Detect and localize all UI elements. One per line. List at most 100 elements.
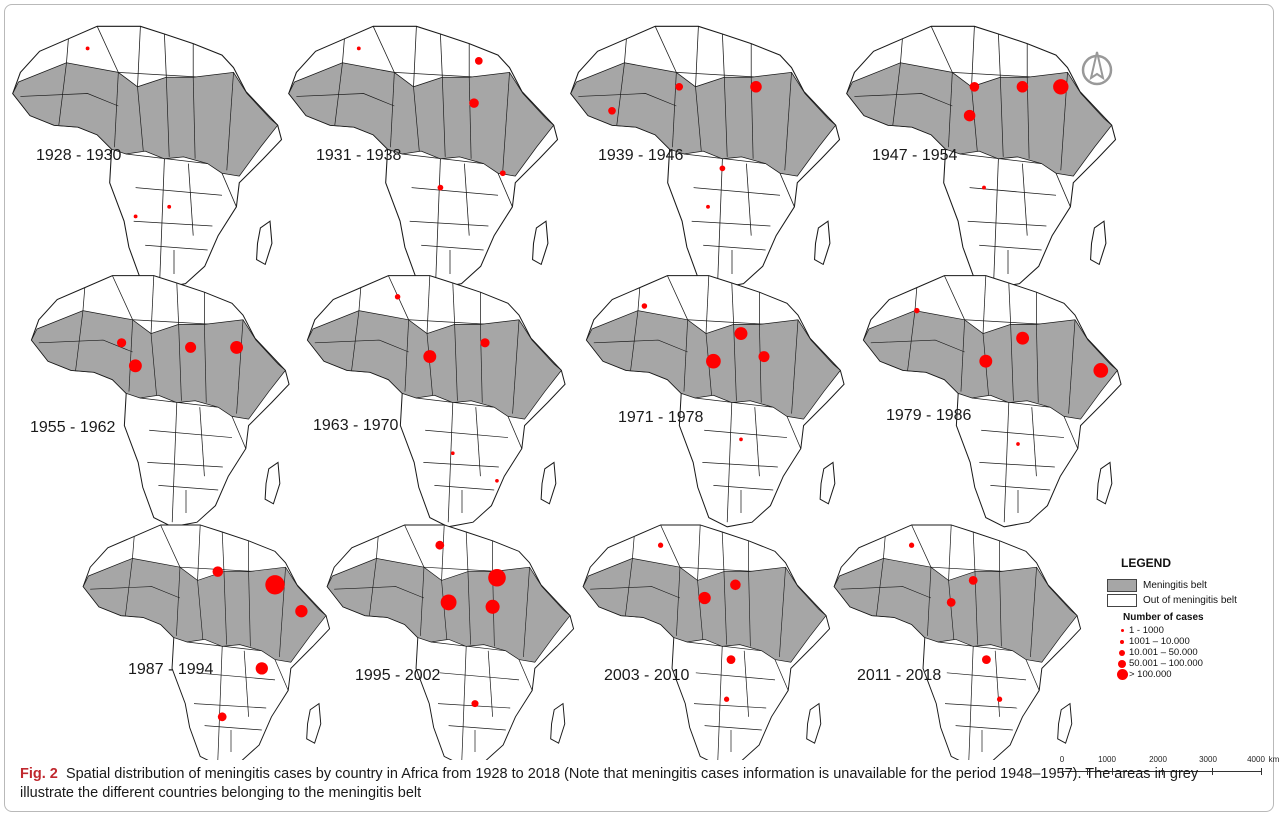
case-marker <box>641 303 648 309</box>
africa-map-panel <box>846 25 1117 289</box>
case-marker <box>394 294 401 300</box>
case-marker <box>212 566 224 577</box>
case-marker <box>423 350 437 364</box>
case-marker <box>1053 79 1069 95</box>
legend-class-5: > 100.000 <box>1115 669 1277 680</box>
case-marker <box>499 170 506 177</box>
panel-period-label: 2003 - 2010 <box>604 667 690 684</box>
scale-tick <box>1162 768 1163 775</box>
case-marker <box>706 353 721 369</box>
case-marker <box>480 338 490 348</box>
case-marker <box>750 81 762 93</box>
case-marker <box>719 165 726 172</box>
legend-class-1: 1 - 1000 <box>1115 625 1277 636</box>
case-marker <box>485 599 500 614</box>
africa-map-panel <box>12 25 283 289</box>
case-marker <box>356 46 361 51</box>
scale-tick-label: 2000 <box>1149 755 1167 764</box>
case-marker <box>698 591 711 605</box>
panel-period-label: 1939 - 1946 <box>598 147 684 164</box>
case-marker <box>217 712 227 722</box>
case-marker <box>167 204 172 209</box>
map-legend: LEGEND Meningitis belt Out of meningitis… <box>1107 556 1277 680</box>
case-dot-icon <box>1120 629 1124 632</box>
case-marker <box>1016 442 1020 446</box>
case-marker <box>295 605 308 618</box>
africa-map-panel <box>833 524 1082 760</box>
case-marker <box>914 307 920 314</box>
scale-tick <box>1087 768 1088 775</box>
panel-period-label: 1995 - 2002 <box>355 667 441 684</box>
panel-period-label: 1955 - 1962 <box>30 419 116 436</box>
case-marker <box>657 542 664 548</box>
panel-period-label: 1987 - 1994 <box>128 661 214 678</box>
legend-cases-title: Number of cases <box>1123 612 1204 623</box>
case-marker <box>726 655 736 664</box>
panel-period-label: 1979 - 1986 <box>886 407 972 424</box>
africa-map-panel <box>82 524 331 760</box>
class-label: 1001 – 10.000 <box>1129 636 1190 647</box>
case-marker <box>979 354 993 368</box>
scale-tick <box>1112 768 1113 775</box>
legend-title: LEGEND <box>1121 556 1172 570</box>
legend-class-4: 50.001 – 100.000 <box>1115 658 1277 669</box>
north-arrow-icon <box>1081 51 1113 86</box>
case-marker <box>1016 331 1030 345</box>
case-marker <box>469 98 479 108</box>
scale-tick-label: 4000 <box>1247 755 1265 764</box>
case-marker <box>734 327 748 341</box>
scale-unit: km <box>1268 755 1280 764</box>
caption-text: Spatial distribution of meningitis cases… <box>20 766 1199 801</box>
case-marker <box>723 696 730 702</box>
class-label: 50.001 – 100.000 <box>1129 658 1203 669</box>
case-marker <box>675 82 684 91</box>
case-marker <box>128 359 142 373</box>
case-marker <box>255 662 268 675</box>
legend-out-row: Out of meningitis belt <box>1107 593 1277 608</box>
africa-map-panel <box>326 524 575 760</box>
case-marker <box>450 451 455 456</box>
small-multiple-maps: 1928 - 1930 1931 - 1938 1939 - 1946 1947 - … <box>12 25 1122 760</box>
scale-tick <box>1212 768 1213 775</box>
case-marker <box>1093 363 1109 378</box>
case-marker <box>185 341 197 353</box>
figure-caption: Fig. 2 Spatial distribution of meningiti… <box>20 765 1250 803</box>
case-marker <box>495 478 499 483</box>
case-marker <box>968 576 978 585</box>
panel-period-label: 1963 - 1970 <box>313 417 399 434</box>
case-marker <box>963 109 976 122</box>
scale-tick-label: 3000 <box>1199 755 1217 764</box>
case-marker <box>1016 81 1029 93</box>
class-label: 10.001 – 50.000 <box>1129 647 1198 658</box>
case-marker <box>437 184 444 191</box>
case-dot-icon <box>1119 649 1125 656</box>
scale-tick <box>1261 768 1262 775</box>
case-marker <box>471 700 479 708</box>
africa-map-panel <box>570 25 841 289</box>
panel-period-label: 2011 - 2018 <box>857 667 941 684</box>
outside-swatch <box>1107 594 1137 607</box>
case-marker <box>435 540 445 550</box>
case-marker <box>488 568 506 587</box>
scale-tick-label: 0 <box>1059 755 1065 764</box>
scale-tick-label: 1000 <box>1098 755 1116 764</box>
case-marker <box>474 57 483 65</box>
panel-period-label: 1931 - 1938 <box>316 147 402 164</box>
case-marker <box>996 696 1003 702</box>
case-marker <box>706 204 710 209</box>
legend-belt-row: Meningitis belt <box>1107 578 1277 593</box>
belt-swatch <box>1107 579 1137 592</box>
case-marker <box>117 338 127 348</box>
case-marker <box>440 594 457 611</box>
panel-period-label: 1971 - 1978 <box>618 409 704 426</box>
class-label: 1 - 1000 <box>1129 625 1164 636</box>
case-marker <box>969 82 980 92</box>
case-dot-icon <box>1120 639 1124 644</box>
scale-bar: 0 1000 2000 3000 4000 km <box>1050 755 1280 785</box>
africa-map-panel <box>30 275 290 528</box>
legend-out-label: Out of meningitis belt <box>1143 595 1237 606</box>
case-marker <box>230 340 244 354</box>
africa-map-panel <box>306 275 566 528</box>
case-dot-icon <box>1118 659 1126 668</box>
panel-period-label: 1928 - 1930 <box>36 147 122 164</box>
